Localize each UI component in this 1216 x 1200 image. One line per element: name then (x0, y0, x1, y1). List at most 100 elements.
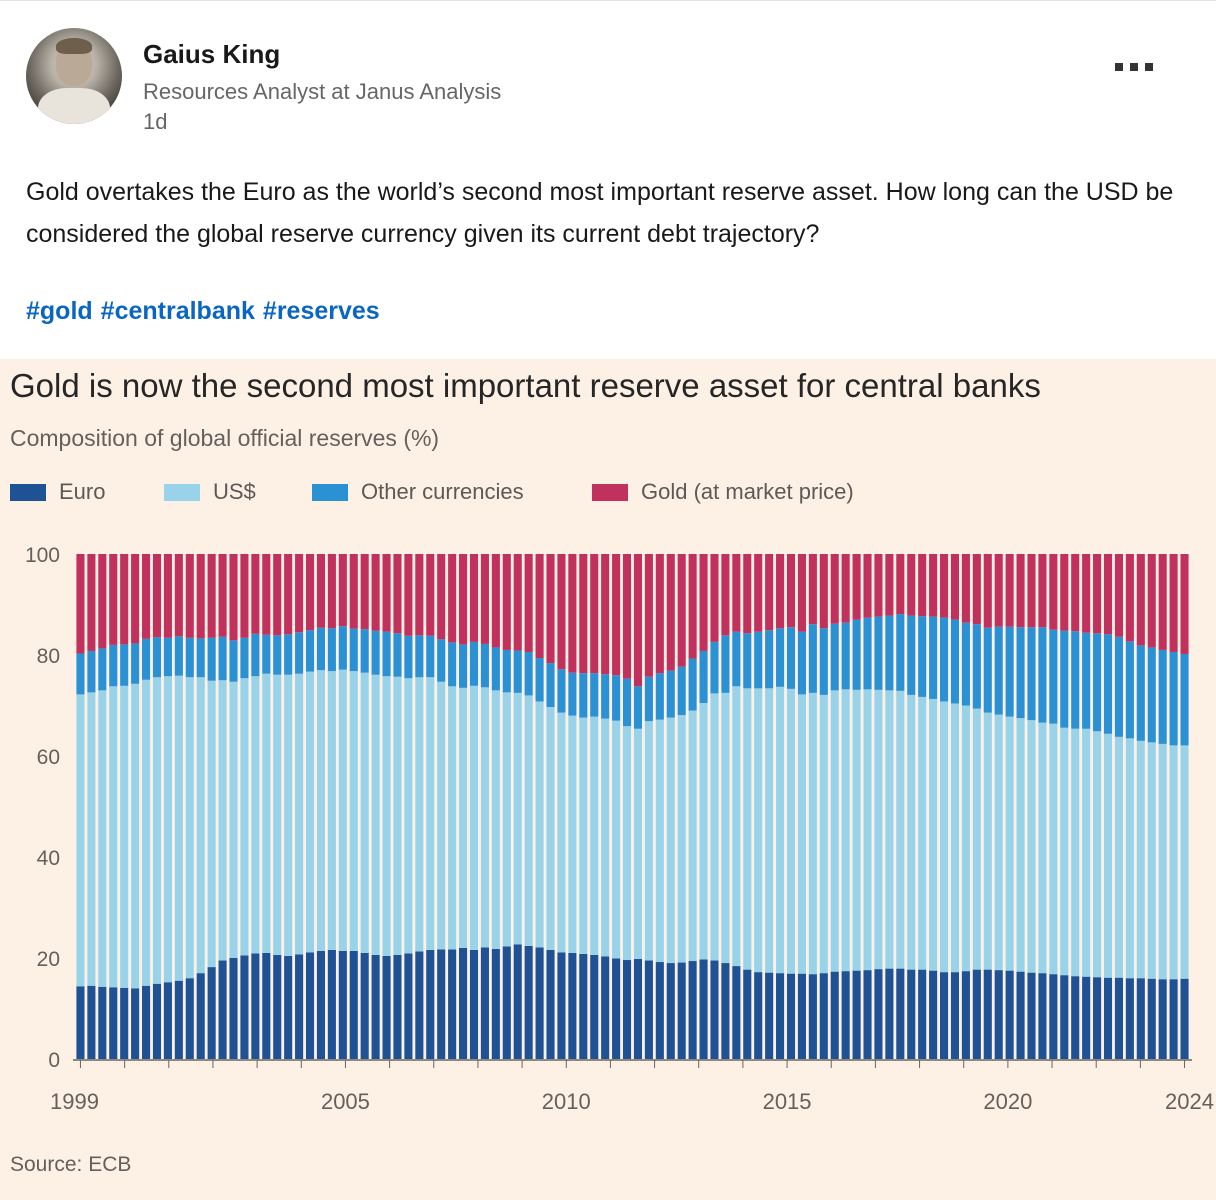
bar-segment (568, 952, 577, 1059)
bar-segment (305, 630, 315, 672)
y-tick-label: 40 (37, 847, 60, 870)
bar-segment (688, 961, 697, 1059)
bar-segment (863, 970, 872, 1059)
bar-segment (1158, 979, 1167, 1059)
author-name[interactable]: Gaius King (143, 39, 281, 69)
bar-segment (1082, 728, 1091, 977)
chart-subtitle: Composition of global official reserves … (10, 425, 440, 451)
bar-segment (644, 676, 653, 722)
bar-segment (1038, 973, 1047, 1059)
bar-segment (371, 554, 380, 631)
bar-segment (284, 955, 293, 1059)
bar-segment (262, 554, 271, 635)
bar-segment (513, 944, 522, 1059)
bar-segment (163, 676, 172, 983)
bar-segment (174, 675, 183, 981)
bar-segment (480, 687, 489, 948)
bar-segment (338, 950, 347, 1059)
bar-segment (196, 677, 205, 974)
bar-segment (885, 968, 894, 1059)
bar-segment (1005, 716, 1014, 971)
bar-segment (502, 946, 511, 1059)
bar-segment (940, 554, 949, 618)
hashtag-link[interactable]: #reserves (262, 297, 380, 325)
bar-segment (1180, 978, 1189, 1059)
legend-item-other-currencies: Other currencies (312, 479, 524, 505)
bar-segment (142, 985, 151, 1059)
bar-segment (1016, 627, 1025, 719)
bar-segment (131, 988, 140, 1059)
bar-segment (437, 949, 446, 1059)
bar-segment (349, 950, 358, 1059)
bar-segment (940, 701, 949, 973)
bar-segment (393, 954, 402, 1059)
bar-segment (776, 973, 785, 1059)
bar-segment (841, 554, 850, 623)
bar-segment (273, 674, 282, 955)
bar-segment (666, 670, 675, 718)
bar-segment (612, 554, 621, 676)
bar-segment (535, 701, 544, 948)
bar-segment (765, 630, 774, 689)
bar-segment (469, 949, 479, 1059)
bar-segment (972, 554, 981, 625)
bar-segment (491, 554, 500, 648)
bar-segment (699, 554, 708, 651)
bar-segment (557, 952, 566, 1059)
bar-segment (655, 673, 664, 720)
author-avatar[interactable] (26, 28, 122, 124)
bar-segment (1027, 627, 1036, 721)
bar-segment (612, 958, 621, 1059)
bar-segment (1136, 554, 1145, 646)
bar-segment (1049, 554, 1058, 630)
bar-segment (557, 554, 566, 670)
bar-segment (1114, 977, 1123, 1059)
bar-segment (218, 636, 227, 681)
bar-segment (327, 628, 336, 672)
bar-segment (961, 705, 970, 972)
bar-segment (950, 554, 960, 620)
bar-segment (349, 628, 358, 672)
bar-segment (590, 554, 599, 674)
bar-segment (524, 651, 533, 696)
hashtag-link[interactable]: #centralbank (100, 297, 255, 325)
post-body-text: Gold overtakes the Euro as the world’s s… (26, 178, 1174, 248)
bar-segment (644, 960, 653, 1059)
bar-segment (590, 673, 599, 717)
bar-segment (863, 617, 872, 690)
bar-segment (1093, 554, 1102, 634)
x-tick-label: 2024 (1165, 1089, 1214, 1114)
bar-segment (961, 971, 970, 1059)
bar-segment (568, 715, 577, 953)
bar-segment (918, 554, 927, 617)
bar-segment (1093, 633, 1102, 732)
chart-image[interactable]: Gold is now the second most important re… (0, 359, 1216, 1200)
bar-segment (732, 631, 741, 687)
bar-segment (601, 554, 610, 675)
bar-segment (229, 640, 238, 682)
bar-segment (371, 630, 380, 675)
bar-segment (907, 554, 916, 616)
bar-segment (907, 969, 916, 1059)
bar-segment (295, 632, 304, 674)
bar-segment (994, 626, 1003, 715)
bar-segment (1125, 641, 1134, 739)
bar-segment (415, 677, 424, 952)
hashtag-link[interactable]: #gold (26, 297, 93, 325)
bar-segment (852, 619, 861, 690)
bar-segment (819, 973, 828, 1059)
bar-segment (688, 710, 697, 962)
bar-segment (841, 622, 850, 690)
bar-segment (524, 554, 533, 652)
bar-segment (830, 554, 839, 624)
bar-segment (546, 707, 555, 950)
bar-segment (644, 721, 653, 961)
bar-segment (174, 554, 183, 637)
bar-segment (732, 554, 741, 632)
legend-swatch (10, 483, 46, 501)
bar-segment (852, 554, 861, 620)
bar-segment (1103, 733, 1113, 978)
more-options-button[interactable] (1104, 49, 1164, 85)
bar-segment (1005, 626, 1014, 717)
bar-segment (1136, 740, 1145, 979)
